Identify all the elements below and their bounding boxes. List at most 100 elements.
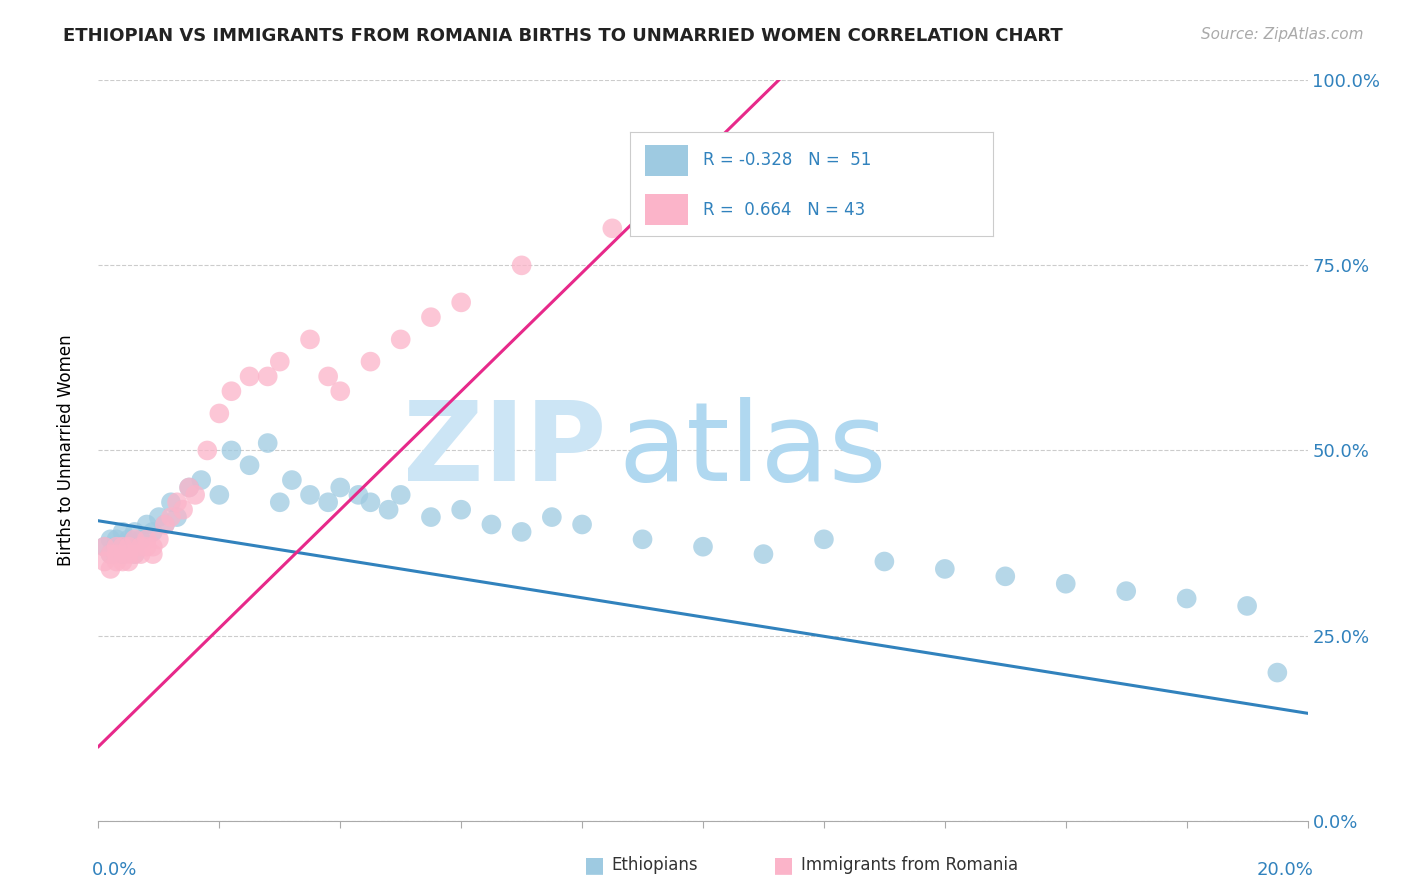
Point [118,555,141,569]
Point [360,354,382,368]
Point [299,488,322,502]
Point [184,488,207,502]
Point [118,547,141,561]
Point [153,517,176,532]
Point [329,384,352,399]
Point [1236,599,1258,613]
Point [118,540,141,554]
Point [208,488,231,502]
Text: Immigrants from Romania: Immigrants from Romania [801,856,1018,874]
Point [269,354,291,368]
Point [299,332,322,346]
Point [692,540,714,554]
Point [148,533,170,547]
Point [118,540,141,554]
Point [148,510,170,524]
Point [153,517,176,532]
Point [360,495,382,509]
Point [540,510,562,524]
Point [124,524,146,539]
Point [256,436,278,450]
Point [239,369,262,384]
Point [129,547,152,561]
Text: ■: ■ [773,855,794,875]
Point [510,259,533,273]
Point [111,547,134,561]
Point [1175,591,1198,606]
Point [166,510,188,524]
Point [316,369,339,384]
Point [239,458,262,473]
Point [1054,576,1077,591]
Point [190,473,212,487]
Point [179,480,201,494]
Point [179,480,201,494]
Text: ZIP: ZIP [404,397,606,504]
Point [135,533,157,547]
Text: ETHIOPIAN VS IMMIGRANTS FROM ROMANIA BIRTHS TO UNMARRIED WOMEN CORRELATION CHART: ETHIOPIAN VS IMMIGRANTS FROM ROMANIA BIR… [63,27,1063,45]
Point [129,533,152,547]
Point [124,533,146,547]
Point [450,295,472,310]
Point [631,533,654,547]
Point [1267,665,1289,680]
Point [111,524,134,539]
Text: atlas: atlas [619,397,887,504]
Point [208,407,231,421]
Point [195,443,218,458]
Text: 0.0%: 0.0% [93,862,138,880]
Point [118,533,141,547]
Point [571,517,593,532]
Point [510,524,533,539]
Point [105,540,128,554]
Point [389,488,412,502]
Point [100,547,122,561]
Point [420,310,443,325]
Point [602,221,624,235]
Point [160,510,183,524]
Point [377,502,399,516]
Point [142,524,165,539]
Point [389,332,412,346]
Point [752,547,775,561]
Point [692,206,714,220]
Point [100,562,122,576]
Point [172,502,194,516]
Point [93,540,115,554]
Point [873,555,896,569]
Text: Ethiopians: Ethiopians [612,856,699,874]
Point [329,480,352,494]
Point [221,384,243,399]
Point [221,443,243,458]
Point [934,562,956,576]
Point [105,533,128,547]
Point [93,540,115,554]
Point [481,517,503,532]
Point [93,555,115,569]
Point [105,547,128,561]
Point [105,540,128,554]
Point [124,547,146,561]
Point [994,569,1017,583]
Point [100,533,122,547]
Point [135,517,157,532]
Text: Source: ZipAtlas.com: Source: ZipAtlas.com [1201,27,1364,42]
Point [124,547,146,561]
Point [420,510,443,524]
Point [166,495,188,509]
Point [111,540,134,554]
Text: ■: ■ [583,855,605,875]
Point [450,502,472,516]
Point [129,540,152,554]
Point [160,495,183,509]
Point [135,540,157,554]
Point [142,547,165,561]
Y-axis label: Births to Unmarried Women: Births to Unmarried Women [56,334,75,566]
Point [281,473,304,487]
Point [100,547,122,561]
Point [142,540,165,554]
Point [1115,584,1137,599]
Point [105,555,128,569]
Point [269,495,291,509]
Point [347,488,370,502]
